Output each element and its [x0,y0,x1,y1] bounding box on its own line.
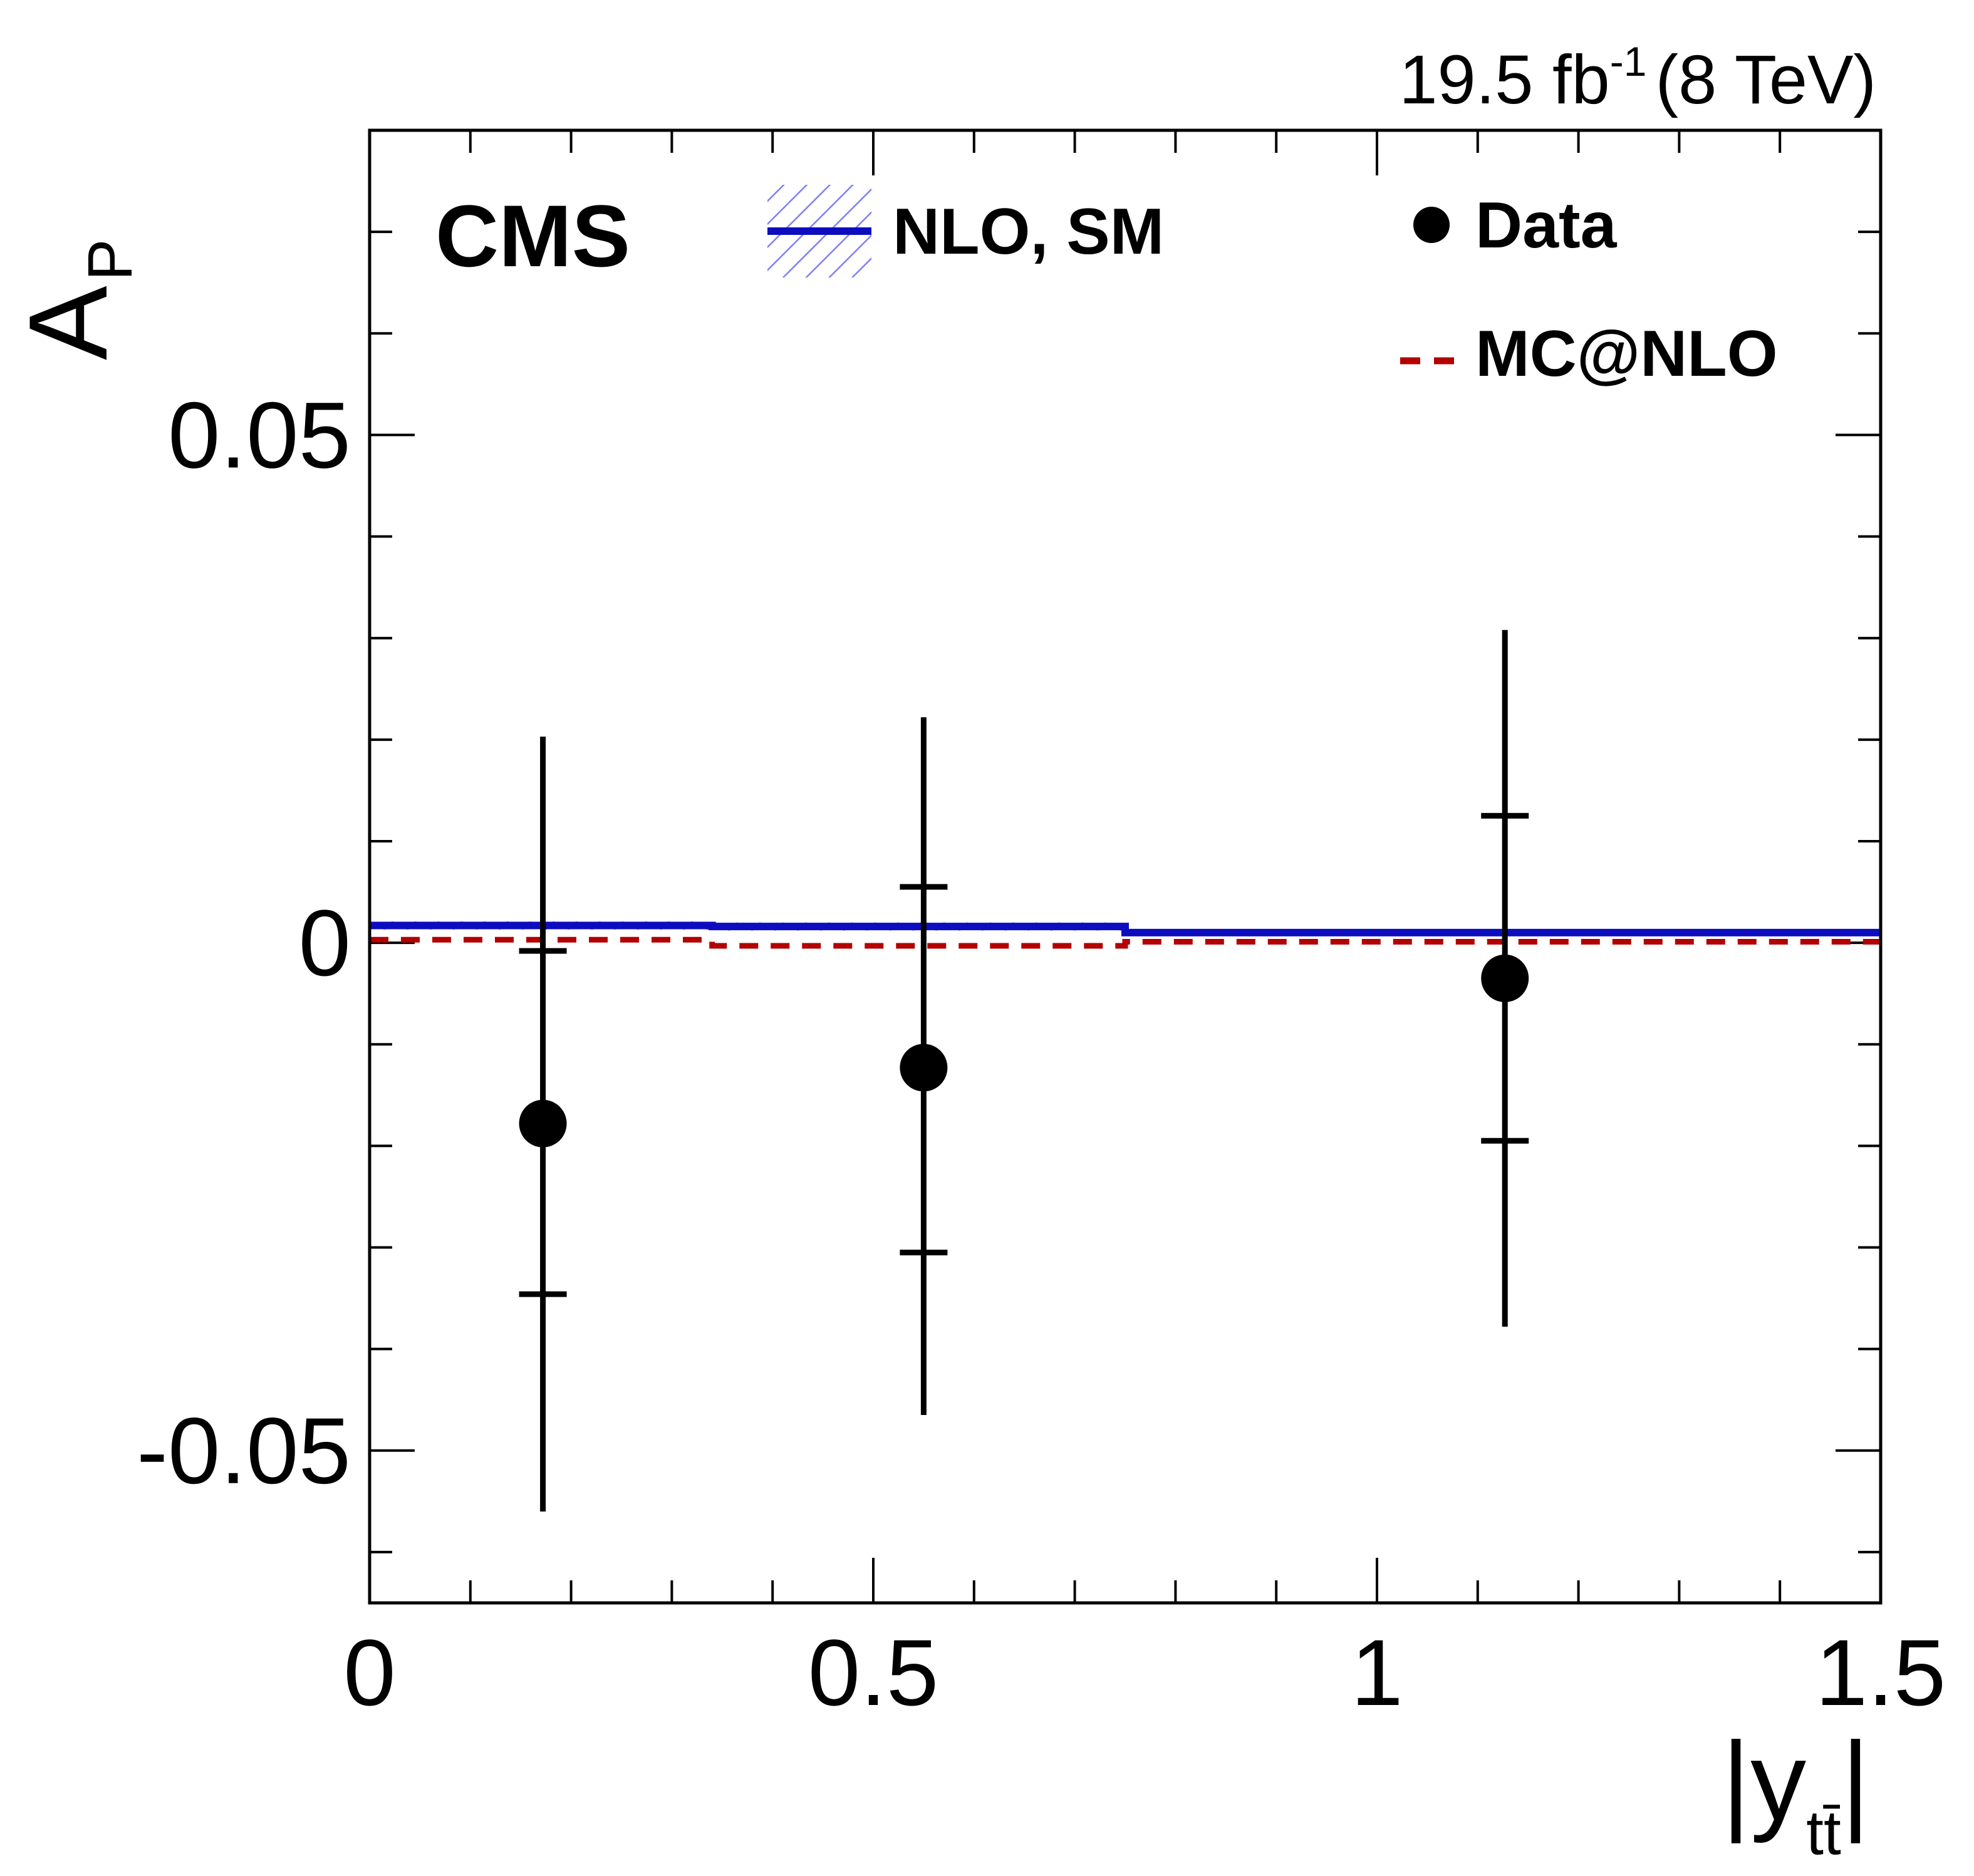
legend-entry-mcatnlo: MC@NLO [1400,318,1778,390]
nlo-sm-line [370,921,1881,936]
mcatnlo-line [370,936,1881,949]
y-axis-title: AP [6,239,145,360]
cms-label: CMS [435,187,630,285]
y-tick-label: 0 [299,890,351,995]
x-tick-label: 1.5 [1816,1620,1946,1725]
legend-data-label: Data [1475,189,1618,262]
x-tick-label: 0 [343,1620,395,1725]
tick-labels: 0 0.5 1 1.5 -0.05 0 0.05 [137,382,1946,1725]
legend-data-marker [1413,207,1450,243]
theory-curves [370,921,1881,949]
x-tick-label: 1 [1351,1620,1403,1725]
data-points [519,630,1529,1512]
data-point [1481,954,1529,1002]
data-point [519,1099,567,1148]
legend: NLO, SM Data MC@NLO [767,185,1778,390]
plot-frame [368,128,1883,1605]
y-tick-label: -0.05 [137,1398,351,1503]
lumi-label: 19.5 fb-1 (8 TeV) [1399,38,1876,118]
legend-mcatnlo-label: MC@NLO [1475,318,1778,390]
legend-entry-data: Data [1413,189,1618,262]
y-tick-label: 0.05 [168,382,351,487]
data-point [900,1044,948,1092]
x-axis-title: |ytt̄| [1722,1719,1870,1868]
legend-nlo-label: NLO, SM [893,195,1164,268]
x-tick-label: 0.5 [808,1620,939,1725]
legend-entry-nlo: NLO, SM [767,185,1164,277]
